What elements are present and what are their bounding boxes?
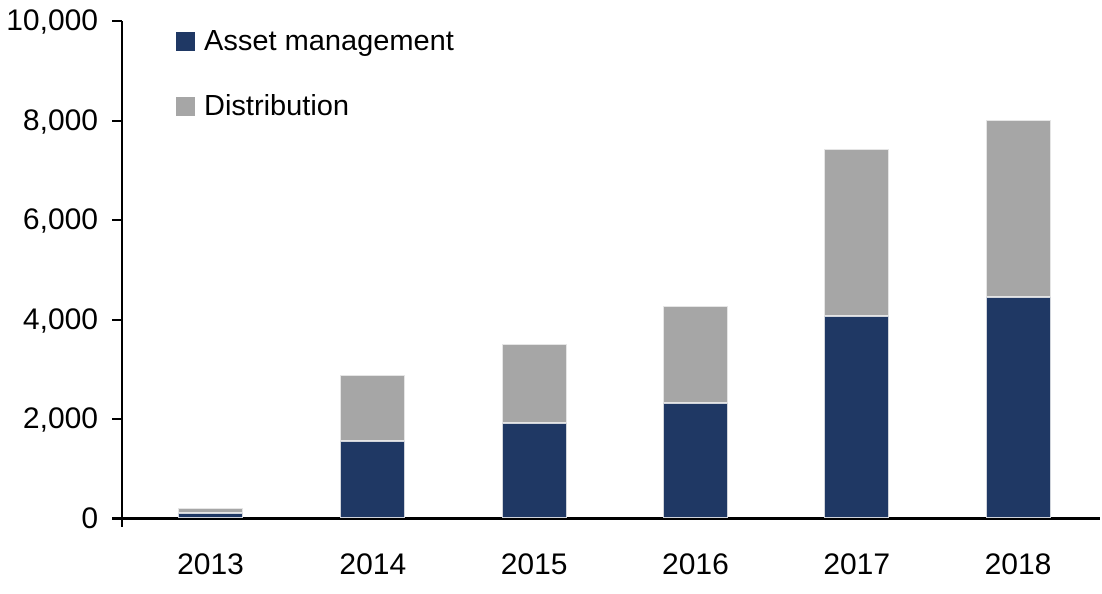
bar-segment-asset-management[interactable] — [824, 316, 890, 518]
y-axis-tick — [112, 219, 122, 222]
y-axis-tick-label: 0 — [81, 502, 98, 535]
bar-2018[interactable] — [985, 119, 1051, 518]
bar-segment-asset-management[interactable] — [985, 297, 1051, 518]
legend-label: Asset management — [204, 24, 454, 57]
bar-segment-asset-management[interactable] — [340, 440, 406, 518]
x-axis-tick-label: 2014 — [339, 548, 407, 581]
bar-segment-asset-management[interactable] — [501, 423, 567, 518]
bar-segment-distribution[interactable] — [985, 119, 1051, 298]
bar-segment-distribution[interactable] — [178, 508, 243, 513]
x-axis-tick-label: 2015 — [500, 548, 568, 581]
y-axis-tick — [112, 119, 122, 122]
y-axis-tick — [112, 20, 122, 22]
bar-2013[interactable] — [178, 508, 243, 518]
bar-segment-distribution[interactable] — [501, 343, 567, 424]
legend-item-asset-management: Asset management — [176, 24, 454, 57]
y-axis-tick — [112, 318, 122, 321]
legend-swatch-asset-management — [176, 31, 195, 51]
x-axis-tick-label: 2013 — [177, 548, 244, 581]
y-axis-tick-label: 10,000 — [6, 4, 98, 37]
x-axis-tick-label: 2017 — [823, 548, 891, 581]
y-axis-tick-label: 4,000 — [22, 302, 98, 336]
bar-segment-asset-management[interactable] — [178, 512, 243, 518]
y-axis-tick — [112, 418, 122, 421]
bar-segment-distribution[interactable] — [824, 149, 890, 317]
x-axis-tick-label: 2018 — [984, 548, 1052, 581]
y-axis-tick-label: 2,000 — [22, 402, 98, 436]
bar-segment-distribution[interactable] — [662, 306, 728, 404]
y-axis-tick-label: 6,000 — [22, 203, 98, 237]
bar-2015[interactable] — [501, 343, 567, 518]
legend-label: Distribution — [204, 89, 350, 122]
x-axis-line — [112, 517, 1100, 520]
y-axis-tick — [112, 518, 122, 520]
bar-segment-asset-management[interactable] — [662, 403, 728, 518]
bar-2016[interactable] — [662, 306, 728, 518]
bar-segment-distribution[interactable] — [340, 375, 406, 441]
x-axis-tick-label: 2016 — [662, 548, 729, 581]
bar-2014[interactable] — [340, 375, 406, 518]
y-axis-tick-label: 8,000 — [22, 103, 98, 137]
bar-2017[interactable] — [824, 149, 890, 518]
y-axis-line — [121, 21, 123, 527]
legend-item-distribution: Distribution — [176, 89, 350, 122]
legend-swatch-distribution — [176, 96, 195, 116]
